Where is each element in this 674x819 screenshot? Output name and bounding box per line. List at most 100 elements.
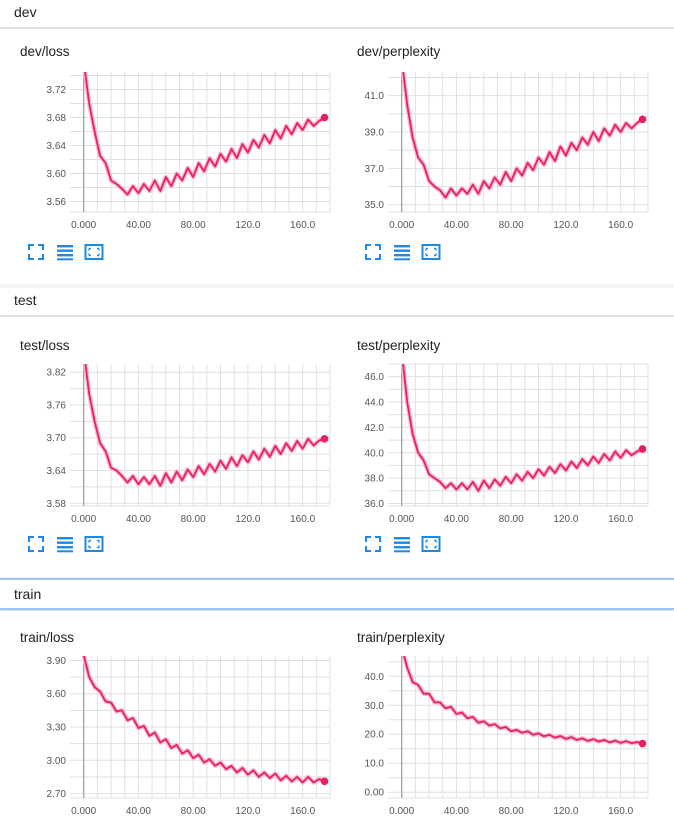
series-shadow-line (400, 72, 644, 200)
chart-toolbar (26, 242, 116, 262)
group-header-dev[interactable]: dev (0, 0, 674, 28)
x-tick-label: 80.00 (181, 220, 206, 231)
chart-toolbar (363, 534, 453, 554)
fit-domain-icon[interactable] (421, 534, 441, 554)
group-title: train (14, 586, 42, 602)
x-tick-label: 120.0 (553, 806, 578, 817)
y-tick-label: 3.56 (47, 197, 67, 208)
y-tick-label: 40.0 (365, 672, 385, 683)
x-tick-label: 160.0 (290, 220, 315, 231)
x-tick-label: 80.00 (499, 806, 524, 817)
fit-domain-icon[interactable] (84, 242, 104, 262)
grid (70, 364, 331, 506)
x-tick-label: 40.00 (126, 220, 151, 231)
x-tick-label: 120.0 (235, 220, 260, 231)
series-line (84, 72, 325, 196)
x-tick-label: 80.00 (181, 806, 206, 817)
x-tick-label: 0.000 (71, 220, 96, 231)
chart-title: train/loss (20, 630, 75, 645)
chart-title: train/perplexity (357, 630, 445, 645)
y-tick-label: 30.0 (365, 701, 385, 712)
y-tick-label: 46.0 (365, 372, 385, 383)
y-tick-label: 20.0 (365, 730, 385, 741)
y-tick-label: 0.00 (365, 788, 385, 799)
x-tick-label: 120.0 (553, 514, 578, 525)
x-tick-label: 0.000 (389, 220, 414, 231)
y-tick-label: 38.0 (365, 474, 385, 485)
y-tick-label: 3.30 (47, 723, 67, 734)
y-tick-label: 3.60 (47, 169, 67, 180)
x-tick-label: 40.00 (126, 806, 151, 817)
y-tick-label: 3.76 (47, 400, 67, 411)
series-line (402, 72, 643, 199)
series-shadow-line (83, 364, 326, 489)
line-chart[interactable]: 2.70 3.00 3.30 3.60 3.90 0.000 40.00 80.00 120.0… (34, 656, 334, 818)
x-tick-label: 120.0 (235, 806, 260, 817)
fit-domain-icon[interactable] (421, 242, 441, 262)
group-body-test (0, 317, 674, 577)
line-chart[interactable]: 0.00 10.0 20.0 30.0 40.0 0.000 40.00 80.00 120.0… (352, 656, 652, 818)
grid (388, 363, 649, 506)
y-tick-label: 3.90 (47, 656, 67, 667)
series-line (84, 364, 325, 487)
line-chart[interactable]: 3.58 3.64 3.70 3.76 3.82 0.000 40.00 80.00 120.0… (34, 364, 334, 526)
line-chart[interactable]: 36.0 38.0 40.0 42.0 44.0 46.0 0.000 40.00 80.00 1… (352, 363, 652, 526)
line-chart[interactable]: 3.56 3.60 3.64 3.68 3.72 0.000 40.00 80.00 120.0… (34, 72, 334, 232)
x-tick-label: 0.000 (389, 514, 414, 525)
series-line (83, 656, 325, 784)
x-tick-label: 160.0 (608, 806, 633, 817)
fullscreen-icon[interactable] (363, 242, 383, 262)
y-tick-label: 3.00 (47, 756, 67, 767)
y-tick-label: 3.72 (47, 85, 67, 96)
y-tick-label: 3.70 (47, 433, 67, 444)
y-tick-label: 40.0 (365, 448, 385, 459)
x-tick-label: 80.00 (499, 220, 524, 231)
grid (388, 656, 649, 798)
list-icon[interactable] (392, 534, 412, 554)
y-tick-label: 44.0 (365, 398, 385, 409)
x-tick-label: 80.00 (499, 514, 524, 525)
x-tick-label: 40.00 (444, 220, 469, 231)
x-tick-label: 160.0 (608, 220, 633, 231)
x-tick-label: 80.00 (181, 514, 206, 525)
fit-domain-icon[interactable] (84, 534, 104, 554)
line-chart[interactable]: 35.0 37.0 39.0 41.0 0.000 40.00 80.00 120.0 160.… (352, 72, 652, 232)
group-body-dev (0, 29, 674, 284)
x-tick-label: 40.00 (444, 806, 469, 817)
y-tick-label: 2.70 (47, 789, 67, 800)
y-tick-label: 3.60 (47, 689, 67, 700)
group-header-test[interactable]: test (0, 288, 674, 316)
fullscreen-icon[interactable] (26, 534, 46, 554)
x-tick-label: 160.0 (290, 514, 315, 525)
list-icon[interactable] (55, 534, 75, 554)
grid (70, 72, 331, 212)
y-tick-label: 3.68 (47, 113, 67, 124)
chart-toolbar (363, 242, 453, 262)
y-tick-label: 3.64 (47, 466, 67, 477)
series-end-point (638, 445, 647, 453)
x-tick-label: 0.000 (71, 806, 96, 817)
y-tick-label: 39.0 (365, 128, 385, 139)
x-tick-label: 160.0 (290, 806, 315, 817)
chart-title: test/perplexity (357, 338, 441, 353)
series-end-point (638, 739, 647, 748)
fullscreen-icon[interactable] (26, 242, 46, 262)
chart-title: dev/perplexity (357, 44, 441, 59)
list-icon[interactable] (392, 242, 412, 262)
x-tick-label: 0.000 (389, 806, 414, 817)
group-header-train[interactable]: train (0, 578, 674, 610)
x-tick-label: 40.00 (126, 514, 151, 525)
x-tick-label: 120.0 (235, 514, 260, 525)
y-tick-label: 10.0 (365, 759, 385, 770)
group-title: test (14, 292, 37, 308)
grid (70, 656, 331, 798)
list-icon[interactable] (55, 242, 75, 262)
series-end-point (638, 115, 647, 124)
group-body-train (0, 611, 674, 819)
y-tick-label: 35.0 (365, 200, 385, 211)
series-end-point (320, 113, 329, 122)
series-end-point (320, 435, 329, 443)
y-tick-label: 3.58 (47, 499, 67, 510)
fullscreen-icon[interactable] (363, 534, 383, 554)
x-tick-label: 160.0 (608, 514, 633, 525)
